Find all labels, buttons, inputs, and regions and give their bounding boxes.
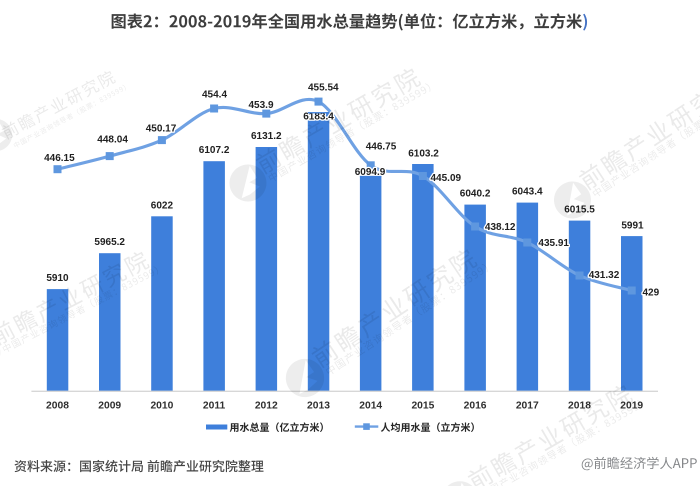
svg-text:2016: 2016 (464, 401, 487, 412)
svg-text:5991: 5991 (621, 221, 644, 232)
svg-text:454.4: 454.4 (202, 90, 227, 101)
svg-text:2018: 2018 (568, 401, 591, 412)
svg-text:6183.4: 6183.4 (303, 112, 334, 123)
svg-text:455.54: 455.54 (308, 82, 339, 93)
svg-text:2010: 2010 (150, 401, 173, 412)
svg-text:2014: 2014 (359, 401, 382, 412)
svg-text:446.75: 446.75 (366, 142, 397, 153)
svg-text:6040.2: 6040.2 (460, 189, 491, 200)
svg-text:2015: 2015 (411, 401, 434, 412)
svg-text:453.9: 453.9 (248, 100, 273, 111)
svg-text:5910: 5910 (46, 273, 69, 284)
svg-text:6043.4: 6043.4 (512, 187, 543, 198)
svg-text:431.32: 431.32 (589, 270, 620, 281)
svg-text:2009: 2009 (98, 401, 121, 412)
svg-text:2012: 2012 (255, 401, 278, 412)
svg-text:6103.2: 6103.2 (408, 148, 439, 159)
svg-text:5965.2: 5965.2 (94, 237, 125, 248)
svg-text:2017: 2017 (516, 401, 539, 412)
svg-text:2008: 2008 (46, 401, 69, 412)
svg-text:446.15: 446.15 (44, 153, 75, 164)
svg-text:445.09: 445.09 (431, 173, 462, 184)
svg-text:429: 429 (643, 288, 660, 299)
svg-text:6131.2: 6131.2 (251, 131, 282, 142)
svg-text:6107.2: 6107.2 (199, 145, 230, 156)
svg-text:450.17: 450.17 (146, 124, 177, 135)
svg-text:2019: 2019 (620, 401, 643, 412)
svg-text:6022: 6022 (151, 200, 174, 211)
svg-text:2013: 2013 (307, 401, 330, 412)
svg-text:435.91: 435.91 (538, 238, 569, 249)
svg-text:448.04: 448.04 (97, 135, 128, 146)
svg-text:2011: 2011 (203, 401, 226, 412)
svg-text:438.12: 438.12 (485, 222, 516, 233)
